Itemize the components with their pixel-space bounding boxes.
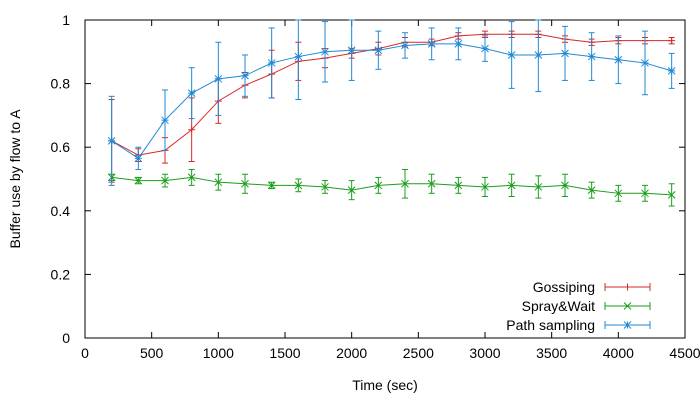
- data-point: [427, 179, 436, 188]
- y-tick-label: 1: [62, 12, 70, 28]
- data-point: [667, 191, 676, 199]
- legend-item: Spray&Wait: [522, 298, 651, 314]
- data-point: [321, 47, 329, 56]
- data-point: [134, 176, 143, 185]
- data-point: [134, 154, 143, 163]
- data-point: [187, 173, 196, 182]
- legend-marker: [623, 321, 632, 329]
- y-tick-label: 0.8: [51, 76, 71, 92]
- legend-label: Spray&Wait: [522, 298, 596, 314]
- data-point: [161, 116, 169, 125]
- series-layer: [107, 19, 676, 207]
- series-gossiping: [108, 30, 676, 183]
- x-tick-label: 4500: [669, 345, 700, 361]
- data-point: [294, 52, 303, 61]
- data-point: [214, 178, 223, 187]
- series-path-sampling: [107, 19, 676, 186]
- data-point: [481, 44, 489, 53]
- x-tick-label: 1500: [269, 345, 300, 361]
- y-tick-label: 0: [62, 330, 70, 346]
- data-point: [507, 181, 516, 190]
- x-tick-label: 2500: [403, 345, 434, 361]
- x-tick-label: 500: [140, 345, 164, 361]
- x-tick-label: 3000: [469, 345, 500, 361]
- data-point: [401, 179, 409, 188]
- x-tick-label: 0: [81, 345, 89, 361]
- data-point: [454, 39, 463, 48]
- x-tick-label: 4000: [603, 345, 634, 361]
- x-tick-label: 1000: [203, 345, 234, 361]
- data-point: [374, 46, 383, 55]
- data-point: [667, 67, 676, 75]
- data-point: [668, 37, 676, 45]
- x-axis: 0 500 1000 1500 2000 2500 3000 3500 4000 4500: [81, 20, 700, 361]
- data-point: [347, 46, 356, 55]
- series-line: [111, 43, 672, 160]
- x-tick-label: 2000: [336, 345, 367, 361]
- legend-item: Path sampling: [506, 317, 651, 333]
- data-point: [267, 59, 276, 67]
- y-axis-label: Buffer use by flow to A: [7, 109, 23, 249]
- plot-frame: [84, 19, 686, 339]
- data-point: [614, 55, 623, 64]
- series-line: [111, 33, 672, 156]
- data-point: [427, 39, 436, 48]
- legend-marker: [623, 302, 632, 310]
- legend: Gossiping Spray&Wait Path sampling: [506, 279, 651, 333]
- data-point: [267, 181, 276, 190]
- data-point: [587, 186, 596, 194]
- data-point: [481, 183, 489, 191]
- data-point: [641, 59, 649, 67]
- data-point: [534, 183, 543, 191]
- data-point: [107, 136, 116, 145]
- data-point: [161, 176, 169, 185]
- data-point: [347, 186, 356, 194]
- y-axis: 0 0.2 0.4 0.6 0.8 1: [51, 12, 685, 346]
- legend-item: Gossiping: [533, 279, 651, 295]
- data-point: [241, 179, 249, 188]
- data-point: [187, 89, 196, 97]
- data-point: [374, 181, 383, 190]
- x-axis-label: Time (sec): [352, 377, 418, 393]
- x-tick-label: 3500: [536, 345, 567, 361]
- data-point: [321, 183, 329, 191]
- series-spray-wait: [107, 168, 676, 207]
- legend-label: Path sampling: [506, 317, 595, 333]
- data-point: [587, 52, 596, 61]
- data-point: [507, 51, 516, 59]
- data-point: [214, 74, 223, 83]
- data-point: [188, 126, 196, 134]
- data-point: [561, 49, 569, 58]
- data-point: [401, 41, 409, 50]
- y-tick-label: 0.2: [51, 266, 71, 282]
- series-line: [111, 176, 672, 196]
- y-tick-label: 0.6: [51, 139, 71, 155]
- y-tick-label: 0.4: [51, 203, 71, 219]
- legend-marker: [624, 283, 631, 291]
- data-point: [641, 189, 649, 198]
- data-point: [614, 189, 623, 198]
- legend-label: Gossiping: [533, 279, 595, 295]
- data-point: [294, 181, 303, 190]
- data-point: [241, 71, 249, 80]
- data-point: [454, 181, 463, 190]
- data-point: [534, 51, 543, 59]
- data-point: [561, 181, 569, 190]
